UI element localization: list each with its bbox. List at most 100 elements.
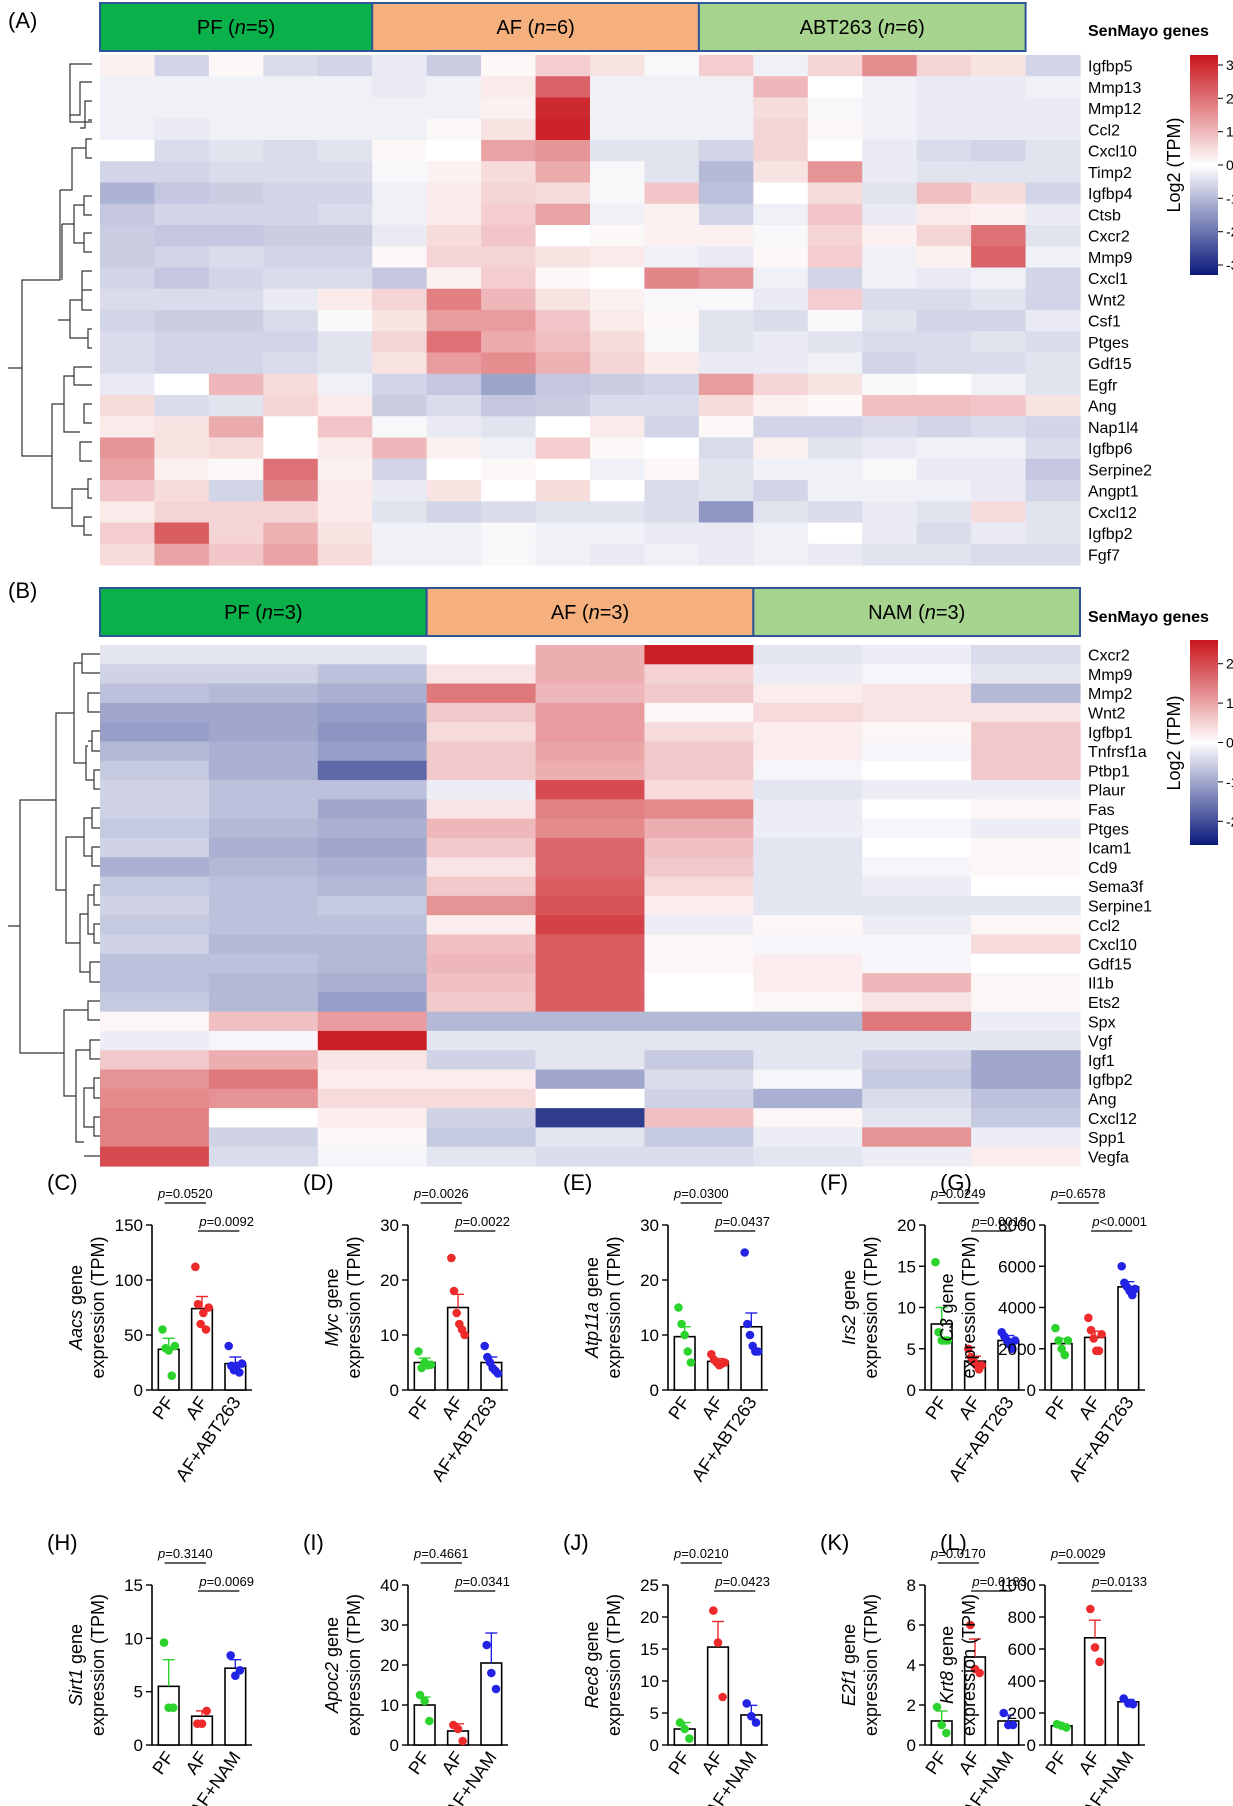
heatmap-cell (426, 837, 537, 858)
heatmap-cell (426, 267, 482, 290)
data-point (487, 1668, 496, 1678)
heatmap-cell (208, 1069, 319, 1090)
heatmap-cell (698, 76, 754, 99)
group-n-value: =5) (246, 17, 275, 39)
heatmap-cell (916, 76, 972, 99)
heatmap-cell (317, 161, 373, 184)
heatmap-cell (1025, 480, 1081, 502)
heatmap-cell (862, 876, 972, 897)
heatmap-cell (753, 140, 809, 162)
heatmap-cell (372, 225, 428, 247)
heatmap-cell (100, 741, 210, 762)
heatmap-cell (535, 140, 591, 162)
gene-name: Atp11a (582, 1302, 602, 1359)
y-tick-label: 10 (640, 1326, 659, 1345)
heatmap-cell (263, 267, 319, 290)
heatmap-cell (100, 780, 210, 800)
data-point (425, 1716, 434, 1726)
heatmap-cell (263, 501, 319, 524)
data-point (226, 1651, 235, 1660)
heatmap-cell (372, 395, 428, 417)
data-point (720, 1358, 729, 1367)
group-label: AF (n=3) (551, 602, 629, 624)
gene-row-label: Timp2 (1088, 165, 1132, 182)
y-tick-label: 0 (650, 1381, 659, 1400)
heatmap-cell (1025, 225, 1081, 247)
heatmap-cell (208, 76, 264, 99)
heatmap-cell (154, 395, 210, 417)
data-point (680, 1330, 689, 1340)
heatmap-cell (426, 458, 482, 481)
heatmap-cell (1025, 161, 1081, 184)
gene-row-label: Ptbp1 (1088, 763, 1130, 780)
heatmap-cell (971, 480, 1027, 502)
y-axis-label: Irs2 gene (839, 1270, 859, 1345)
group-name: ABT263 ( (800, 17, 885, 39)
heatmap-cell (862, 992, 972, 1013)
heatmap-cell (208, 722, 319, 743)
heatmap-cell (644, 161, 700, 184)
heatmap-cell (644, 1030, 754, 1051)
heatmap-cell (317, 395, 373, 417)
heatmap-cell (753, 1069, 863, 1090)
data-point (677, 1319, 686, 1329)
heatmap-cell (644, 741, 754, 762)
gene-row-label: Cxcl1 (1088, 271, 1128, 288)
p-value-label: p=0.0520 (157, 1186, 213, 1201)
heatmap-cell (372, 437, 428, 460)
heatmap-cell (807, 118, 863, 141)
heatmap-cell (971, 416, 1027, 439)
heatmap-cell (263, 373, 319, 396)
gene-name: Sirt1 (66, 1669, 86, 1706)
data-point (197, 1719, 207, 1728)
heatmap-cell (208, 416, 264, 439)
heatmap-cell (753, 780, 863, 800)
heatmap-cell (208, 934, 319, 955)
y-axis-label: Myc gene (322, 1268, 342, 1346)
heatmap-cell (317, 876, 428, 897)
heatmap-cell (644, 1011, 754, 1032)
heatmap-cell (535, 1011, 646, 1032)
heatmap-cell (535, 722, 646, 743)
heatmap-cell (590, 97, 646, 120)
heatmap-cell (971, 702, 1081, 723)
heatmap-cell (317, 1011, 428, 1032)
data-point (1130, 1284, 1140, 1294)
heatmap-cell (971, 760, 1081, 781)
heatmap-cell (481, 97, 537, 120)
gene-row-label: Fgf7 (1088, 547, 1120, 564)
heatmap-cell (317, 55, 373, 77)
data-point (742, 1699, 751, 1708)
heatmap-cell (317, 225, 373, 247)
heatmap-cell (644, 352, 700, 375)
data-point (235, 1368, 244, 1377)
data-point (1084, 1313, 1093, 1323)
heatmap-cell (100, 992, 210, 1013)
heatmap-cell (535, 915, 646, 936)
p-value-text: =0.0341 (463, 1574, 510, 1589)
heatmap-cell (590, 267, 646, 290)
group-label: PF (n=5) (197, 17, 275, 39)
category-label: PF (148, 1748, 178, 1778)
heatmap-cell (807, 480, 863, 502)
category-label: PF (921, 1748, 951, 1778)
heatmap-cell (535, 437, 591, 460)
gene-name: Irs2 (839, 1315, 859, 1345)
y-tick-label: 0 (134, 1381, 143, 1400)
gene-row-label: Cxcl10 (1088, 937, 1137, 954)
heatmap-cell (644, 664, 754, 685)
heatmap-cell (644, 310, 700, 332)
p-value-text: =0.0170 (938, 1546, 985, 1561)
y-axis-label-line2: expression (TPM) (604, 1594, 624, 1736)
heatmap-cell (916, 161, 972, 184)
heatmap-cell (862, 543, 918, 566)
heatmap-cell (1025, 267, 1081, 290)
heatmap-cell (154, 331, 210, 354)
heatmap-cell (154, 97, 210, 120)
heatmap-cell (698, 501, 754, 524)
heatmap-cell (590, 118, 646, 141)
heatmap-cell (916, 522, 972, 545)
y-tick-label: 0 (907, 1736, 916, 1755)
heatmap-cell (100, 722, 210, 743)
heatmap-cell (644, 267, 700, 290)
